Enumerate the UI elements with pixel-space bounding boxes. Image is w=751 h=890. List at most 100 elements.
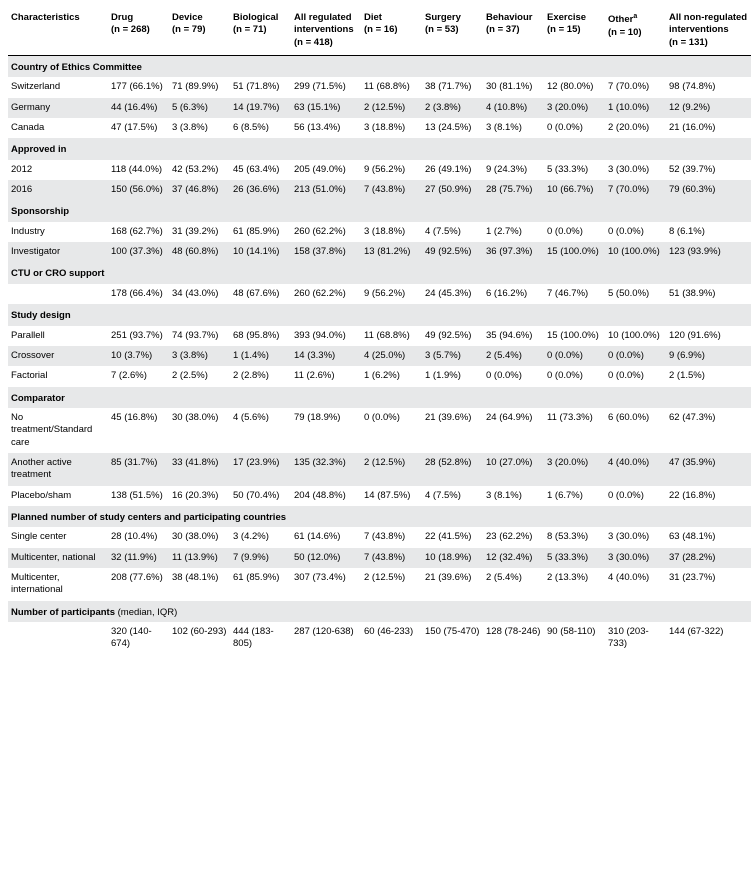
data-cell: 30 (81.1%) bbox=[483, 77, 544, 97]
data-cell: 135 (32.3%) bbox=[291, 453, 361, 486]
data-cell: 10 (100.0%) bbox=[605, 242, 666, 262]
table-row: Canada47 (17.5%)3 (3.8%)6 (8.5%)56 (13.4… bbox=[8, 118, 751, 138]
data-cell: 63 (48.1%) bbox=[666, 527, 751, 547]
data-cell: 2 (5.4%) bbox=[483, 568, 544, 601]
data-cell: 15 (100.0%) bbox=[544, 242, 605, 262]
data-cell: 13 (81.2%) bbox=[361, 242, 422, 262]
data-cell: 8 (53.3%) bbox=[544, 527, 605, 547]
data-cell: 1 (1.9%) bbox=[422, 366, 483, 386]
data-cell: 7 (2.6%) bbox=[108, 366, 169, 386]
row-label: Crossover bbox=[8, 346, 108, 366]
table-row: Multicenter, international208 (77.6%)38 … bbox=[8, 568, 751, 601]
data-cell: 98 (74.8%) bbox=[666, 77, 751, 97]
section-title: Sponsorship bbox=[8, 200, 751, 221]
table-row: 178 (66.4%)34 (43.0%)48 (67.6%)260 (62.2… bbox=[8, 284, 751, 304]
table-header: CharacteristicsDrug(n = 268)Device(n = 7… bbox=[8, 8, 751, 56]
data-cell: 13 (24.5%) bbox=[422, 118, 483, 138]
data-cell: 3 (3.8%) bbox=[169, 118, 230, 138]
data-cell: 45 (63.4%) bbox=[230, 160, 291, 180]
column-header: Biological(n = 71) bbox=[230, 8, 291, 56]
data-cell: 60 (46-233) bbox=[361, 622, 422, 655]
data-cell: 61 (14.6%) bbox=[291, 527, 361, 547]
data-cell: 47 (17.5%) bbox=[108, 118, 169, 138]
data-cell: 21 (39.6%) bbox=[422, 408, 483, 453]
data-cell: 4 (7.5%) bbox=[422, 486, 483, 506]
data-cell: 9 (56.2%) bbox=[361, 284, 422, 304]
data-cell: 11 (2.6%) bbox=[291, 366, 361, 386]
data-cell: 2 (2.8%) bbox=[230, 366, 291, 386]
data-cell: 0 (0.0%) bbox=[544, 222, 605, 242]
data-cell: 30 (38.0%) bbox=[169, 527, 230, 547]
data-cell: 2 (12.5%) bbox=[361, 453, 422, 486]
data-cell: 10 (100.0%) bbox=[605, 326, 666, 346]
data-cell: 7 (70.0%) bbox=[605, 180, 666, 200]
data-cell: 11 (68.8%) bbox=[361, 326, 422, 346]
data-cell: 42 (53.2%) bbox=[169, 160, 230, 180]
data-cell: 205 (49.0%) bbox=[291, 160, 361, 180]
data-cell: 3 (3.8%) bbox=[169, 346, 230, 366]
section-title: Comparator bbox=[8, 387, 751, 408]
section-header-row: Number of participants (median, IQR) bbox=[8, 601, 751, 622]
data-cell: 11 (13.9%) bbox=[169, 548, 230, 568]
data-cell: 34 (43.0%) bbox=[169, 284, 230, 304]
data-cell: 4 (5.6%) bbox=[230, 408, 291, 453]
data-cell: 6 (60.0%) bbox=[605, 408, 666, 453]
data-cell: 38 (48.1%) bbox=[169, 568, 230, 601]
data-cell: 50 (70.4%) bbox=[230, 486, 291, 506]
data-cell: 14 (19.7%) bbox=[230, 98, 291, 118]
data-cell: 38 (71.7%) bbox=[422, 77, 483, 97]
data-cell: 4 (25.0%) bbox=[361, 346, 422, 366]
data-cell: 168 (62.7%) bbox=[108, 222, 169, 242]
data-cell: 204 (48.8%) bbox=[291, 486, 361, 506]
data-cell: 2 (2.5%) bbox=[169, 366, 230, 386]
data-cell: 5 (6.3%) bbox=[169, 98, 230, 118]
data-cell: 10 (27.0%) bbox=[483, 453, 544, 486]
data-cell: 0 (0.0%) bbox=[605, 222, 666, 242]
data-cell: 2 (20.0%) bbox=[605, 118, 666, 138]
data-cell: 3 (30.0%) bbox=[605, 548, 666, 568]
data-cell: 26 (36.6%) bbox=[230, 180, 291, 200]
row-label: 2012 bbox=[8, 160, 108, 180]
data-cell: 3 (4.2%) bbox=[230, 527, 291, 547]
data-cell: 33 (41.8%) bbox=[169, 453, 230, 486]
row-label: Investigator bbox=[8, 242, 108, 262]
data-cell: 260 (62.2%) bbox=[291, 284, 361, 304]
data-cell: 208 (77.6%) bbox=[108, 568, 169, 601]
data-cell: 1 (6.7%) bbox=[544, 486, 605, 506]
data-cell: 10 (14.1%) bbox=[230, 242, 291, 262]
data-cell: 49 (92.5%) bbox=[422, 326, 483, 346]
table-row: Switzerland177 (66.1%)71 (89.9%)51 (71.8… bbox=[8, 77, 751, 97]
data-cell: 3 (8.1%) bbox=[483, 118, 544, 138]
data-cell: 15 (100.0%) bbox=[544, 326, 605, 346]
data-cell: 56 (13.4%) bbox=[291, 118, 361, 138]
row-label bbox=[8, 622, 108, 655]
data-cell: 177 (66.1%) bbox=[108, 77, 169, 97]
row-label: Switzerland bbox=[8, 77, 108, 97]
section-header-row: Approved in bbox=[8, 138, 751, 159]
data-cell: 5 (33.3%) bbox=[544, 160, 605, 180]
data-cell: 9 (56.2%) bbox=[361, 160, 422, 180]
data-cell: 31 (23.7%) bbox=[666, 568, 751, 601]
section-header-row: Sponsorship bbox=[8, 200, 751, 221]
table-row: 2012118 (44.0%)42 (53.2%)45 (63.4%)205 (… bbox=[8, 160, 751, 180]
characteristics-table: CharacteristicsDrug(n = 268)Device(n = 7… bbox=[8, 8, 751, 655]
data-cell: 150 (56.0%) bbox=[108, 180, 169, 200]
data-cell: 178 (66.4%) bbox=[108, 284, 169, 304]
row-label: No treatment/Standard care bbox=[8, 408, 108, 453]
data-cell: 2 (13.3%) bbox=[544, 568, 605, 601]
section-header-row: Study design bbox=[8, 304, 751, 325]
data-cell: 299 (71.5%) bbox=[291, 77, 361, 97]
data-cell: 44 (16.4%) bbox=[108, 98, 169, 118]
data-cell: 7 (9.9%) bbox=[230, 548, 291, 568]
data-cell: 11 (73.3%) bbox=[544, 408, 605, 453]
data-cell: 17 (23.9%) bbox=[230, 453, 291, 486]
data-cell: 12 (9.2%) bbox=[666, 98, 751, 118]
data-cell: 0 (0.0%) bbox=[544, 366, 605, 386]
column-header: Characteristics bbox=[8, 8, 108, 56]
data-cell: 3 (20.0%) bbox=[544, 98, 605, 118]
row-label: Single center bbox=[8, 527, 108, 547]
column-header: Behaviour(n = 37) bbox=[483, 8, 544, 56]
data-cell: 35 (94.6%) bbox=[483, 326, 544, 346]
data-cell: 287 (120-638) bbox=[291, 622, 361, 655]
table-row: Placebo/sham138 (51.5%)16 (20.3%)50 (70.… bbox=[8, 486, 751, 506]
